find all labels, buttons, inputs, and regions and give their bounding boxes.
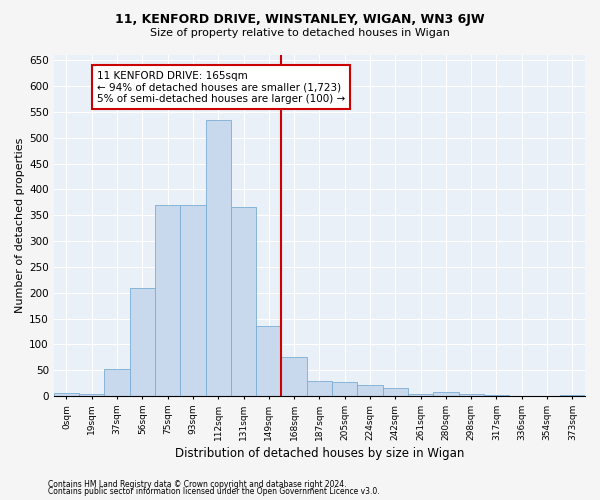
Bar xyxy=(383,388,408,396)
Bar xyxy=(54,394,79,396)
X-axis label: Distribution of detached houses by size in Wigan: Distribution of detached houses by size … xyxy=(175,447,464,460)
Bar xyxy=(206,120,231,396)
Text: Size of property relative to detached houses in Wigan: Size of property relative to detached ho… xyxy=(150,28,450,38)
Bar xyxy=(79,394,104,396)
Text: 11 KENFORD DRIVE: 165sqm
← 94% of detached houses are smaller (1,723)
5% of semi: 11 KENFORD DRIVE: 165sqm ← 94% of detach… xyxy=(97,70,345,104)
Bar xyxy=(332,382,358,396)
Bar xyxy=(256,326,281,396)
Bar xyxy=(281,358,307,396)
Bar xyxy=(307,380,332,396)
Bar xyxy=(560,395,585,396)
Bar xyxy=(433,392,458,396)
Bar xyxy=(484,395,509,396)
Text: Contains public sector information licensed under the Open Government Licence v3: Contains public sector information licen… xyxy=(48,487,380,496)
Bar xyxy=(130,288,155,396)
Bar xyxy=(104,368,130,396)
Bar xyxy=(408,394,433,396)
Text: 11, KENFORD DRIVE, WINSTANLEY, WIGAN, WN3 6JW: 11, KENFORD DRIVE, WINSTANLEY, WIGAN, WN… xyxy=(115,12,485,26)
Bar xyxy=(458,394,484,396)
Y-axis label: Number of detached properties: Number of detached properties xyxy=(15,138,25,313)
Bar xyxy=(155,205,180,396)
Text: Contains HM Land Registry data © Crown copyright and database right 2024.: Contains HM Land Registry data © Crown c… xyxy=(48,480,347,489)
Bar xyxy=(231,208,256,396)
Bar xyxy=(180,205,206,396)
Bar xyxy=(358,384,383,396)
